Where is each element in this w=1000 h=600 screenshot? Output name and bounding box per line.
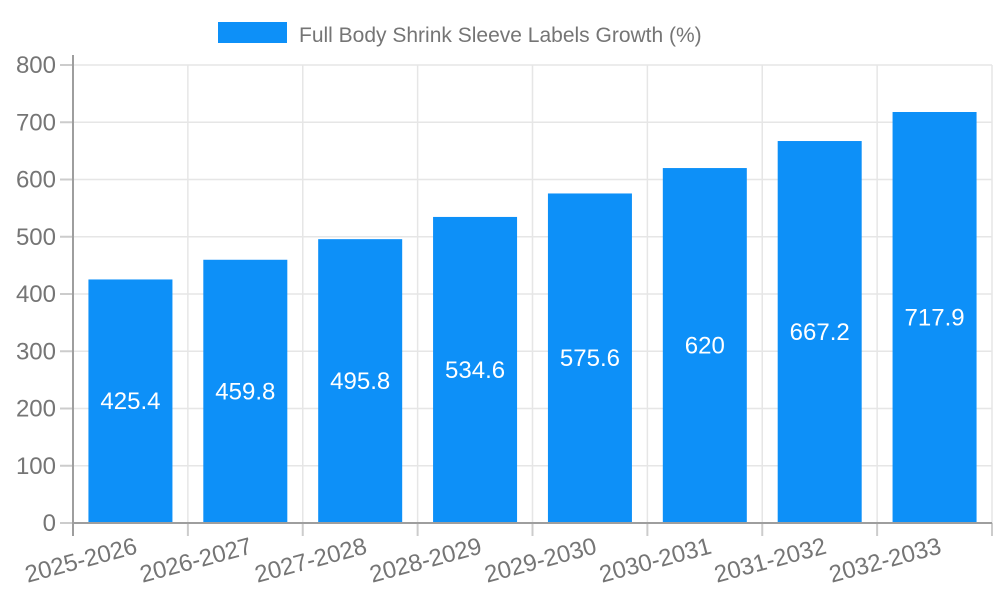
x-axis-tick-label: 2032-2033 (826, 533, 944, 589)
bar (547, 193, 632, 523)
bar-value-label: 425.4 (100, 388, 160, 415)
bar (203, 259, 288, 523)
bar-value-label: 620 (685, 333, 725, 360)
y-axis-tick-label: 0 (43, 510, 56, 537)
bar (777, 141, 862, 523)
x-axis-tick-label: 2026-2027 (137, 533, 255, 589)
bar-value-label: 717.9 (905, 305, 965, 332)
x-axis-tick-label: 2029-2030 (482, 533, 600, 589)
x-axis-tick-label: 2028-2029 (367, 533, 485, 589)
y-axis-tick-label: 200 (16, 396, 56, 423)
bar-value-label: 534.6 (445, 357, 505, 384)
bar-value-label: 459.8 (215, 378, 275, 405)
bar (433, 216, 518, 523)
y-axis-tick-label: 600 (16, 167, 56, 194)
legend-swatch (218, 22, 287, 43)
x-axis-tick-label: 2025-2026 (22, 533, 140, 589)
bar (892, 112, 977, 523)
bar (318, 239, 403, 524)
y-axis-tick-label: 400 (16, 281, 56, 308)
bar-value-label: 575.6 (560, 345, 620, 372)
axes-layer (72, 55, 992, 536)
y-axis-tick-label: 300 (16, 338, 56, 365)
bar-value-label: 495.8 (330, 368, 390, 395)
y-axis-tick-label: 500 (16, 224, 56, 251)
bar (662, 168, 747, 524)
bars-layer (88, 112, 977, 524)
bar (88, 279, 173, 523)
x-axis-tick-label: 2030-2031 (597, 533, 715, 589)
x-axis-tick-label: 2027-2028 (252, 533, 370, 589)
y-axis-tick-label: 700 (16, 109, 56, 136)
legend: Full Body Shrink Sleeve Labels Growth (%… (218, 22, 702, 47)
y-axis-tick-label: 100 (16, 453, 56, 480)
bar-value-label: 667.2 (790, 319, 850, 346)
y-axis-tick-label: 800 (16, 52, 56, 79)
x-axis-tick-label: 2031-2032 (711, 533, 829, 589)
legend-label: Full Body Shrink Sleeve Labels Growth (%… (299, 24, 702, 47)
